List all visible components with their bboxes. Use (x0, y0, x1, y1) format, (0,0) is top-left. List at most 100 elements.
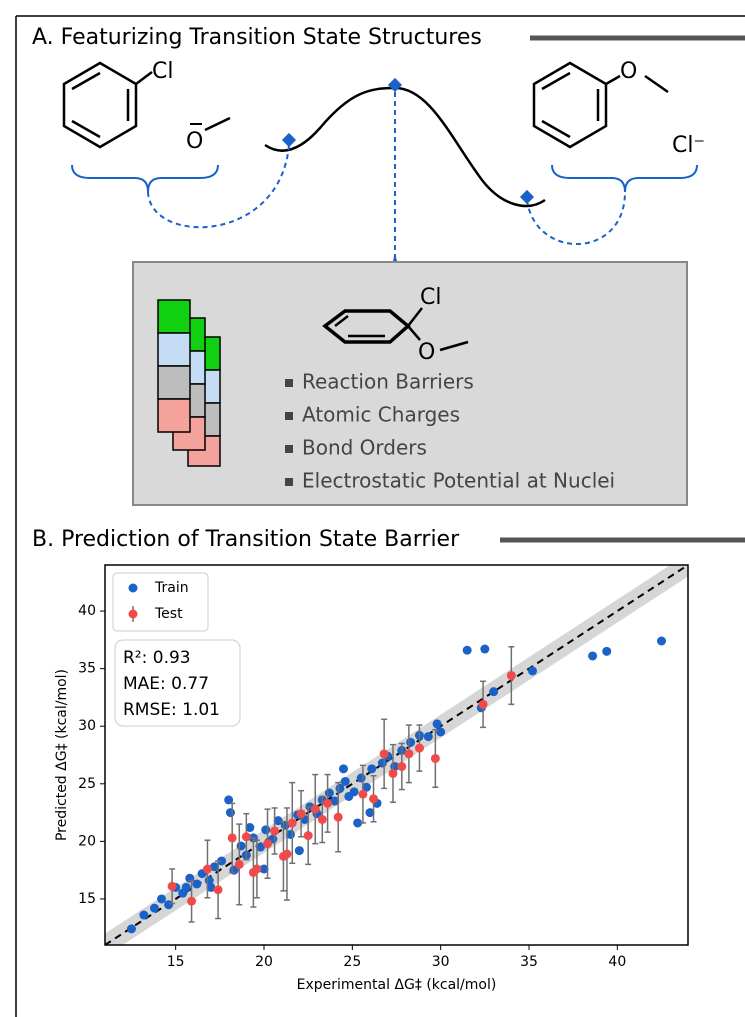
point (127, 924, 136, 934)
axes-frame (104, 564, 689, 946)
point (317, 814, 327, 824)
point (462, 645, 472, 655)
point (236, 841, 246, 851)
x-axis-label: Experimental ΔG‡ (kcal/mol) (297, 977, 497, 993)
point (324, 788, 334, 798)
point (506, 671, 516, 681)
point (227, 833, 237, 843)
point (340, 776, 350, 786)
feature-list: Reaction Barriers Atomic Charges Bond Orde… (285, 370, 615, 493)
atom-label: O (620, 59, 637, 84)
point (273, 816, 283, 826)
feature-label: Atomic Charges (302, 403, 460, 427)
point (602, 646, 612, 656)
point (217, 856, 227, 866)
energy-curve (264, 86, 546, 208)
feature-label: Electrostatic Potential at Nuclei (302, 469, 615, 493)
legend-marker (128, 609, 138, 619)
legend-label: Train (154, 580, 189, 596)
y-tick-label: 30 (78, 718, 96, 734)
legend-label: Test (154, 606, 183, 622)
y-tick-label: 35 (78, 661, 96, 677)
point (149, 903, 159, 913)
y-axis-label: Predicted ΔG‡ (kcal/mol) (54, 669, 70, 841)
point (657, 636, 666, 646)
point (404, 749, 414, 759)
point (303, 831, 313, 841)
stats-label: R²: 0.93 (123, 648, 191, 668)
feature-matrix (157, 299, 221, 467)
y-tick-label: 25 (78, 776, 96, 792)
brackets (71, 92, 698, 284)
bullet (285, 445, 293, 453)
point (436, 727, 446, 737)
panel-a-title: A. Featurizing Transition State Structur… (32, 25, 482, 50)
point (261, 825, 271, 835)
point (369, 794, 379, 804)
x-tick-label: 35 (520, 954, 538, 970)
point (245, 823, 255, 833)
plot-area (105, 565, 688, 945)
legend-marker (128, 583, 138, 593)
x-tick-label: 40 (608, 954, 626, 970)
point (234, 859, 244, 869)
curve-points (281, 77, 535, 205)
point (270, 826, 280, 836)
y-tick-label: 40 (78, 603, 96, 619)
point (157, 894, 167, 904)
point (480, 644, 490, 654)
point (296, 809, 306, 819)
point (259, 864, 269, 874)
point (365, 808, 375, 818)
panel-b-title: B. Prediction of Transition State Barrie… (32, 527, 460, 552)
point (202, 864, 212, 874)
point (397, 762, 407, 772)
point (181, 882, 191, 892)
atom-label: Cl⁻ (672, 133, 705, 158)
stats-box (114, 639, 241, 727)
point (353, 818, 363, 828)
x-tick-label: 30 (432, 954, 450, 970)
point (333, 812, 343, 822)
point (339, 764, 348, 774)
parity-line (105, 565, 688, 945)
y-tick-label: 20 (78, 833, 96, 849)
atom-label: Cl (152, 59, 173, 84)
point (164, 900, 174, 910)
point (588, 651, 598, 661)
stats-label: MAE: 0.77 (123, 674, 209, 694)
point (224, 795, 234, 805)
point (263, 839, 273, 849)
point (388, 768, 398, 778)
point (489, 687, 499, 697)
point (323, 798, 333, 808)
feature-box (132, 261, 688, 506)
point (423, 732, 433, 742)
point (367, 764, 377, 774)
point (356, 773, 366, 783)
point (294, 846, 304, 856)
atom-label: O (418, 340, 435, 365)
atom-label: O (186, 129, 203, 154)
point (225, 808, 235, 818)
point (310, 804, 320, 814)
product-structure (532, 61, 669, 149)
point (478, 699, 488, 709)
point (213, 885, 223, 895)
ts-structure (322, 307, 469, 352)
point (282, 849, 292, 859)
bullet (285, 412, 293, 420)
point (255, 842, 265, 852)
point (361, 782, 371, 792)
point (167, 881, 177, 891)
point (248, 867, 258, 877)
point (432, 719, 442, 729)
x-tick-label: 20 (255, 954, 273, 970)
reactant-structure (62, 61, 231, 149)
point (206, 882, 216, 892)
atom-label: Cl (420, 285, 441, 310)
point (528, 666, 538, 676)
bullet (285, 379, 293, 387)
